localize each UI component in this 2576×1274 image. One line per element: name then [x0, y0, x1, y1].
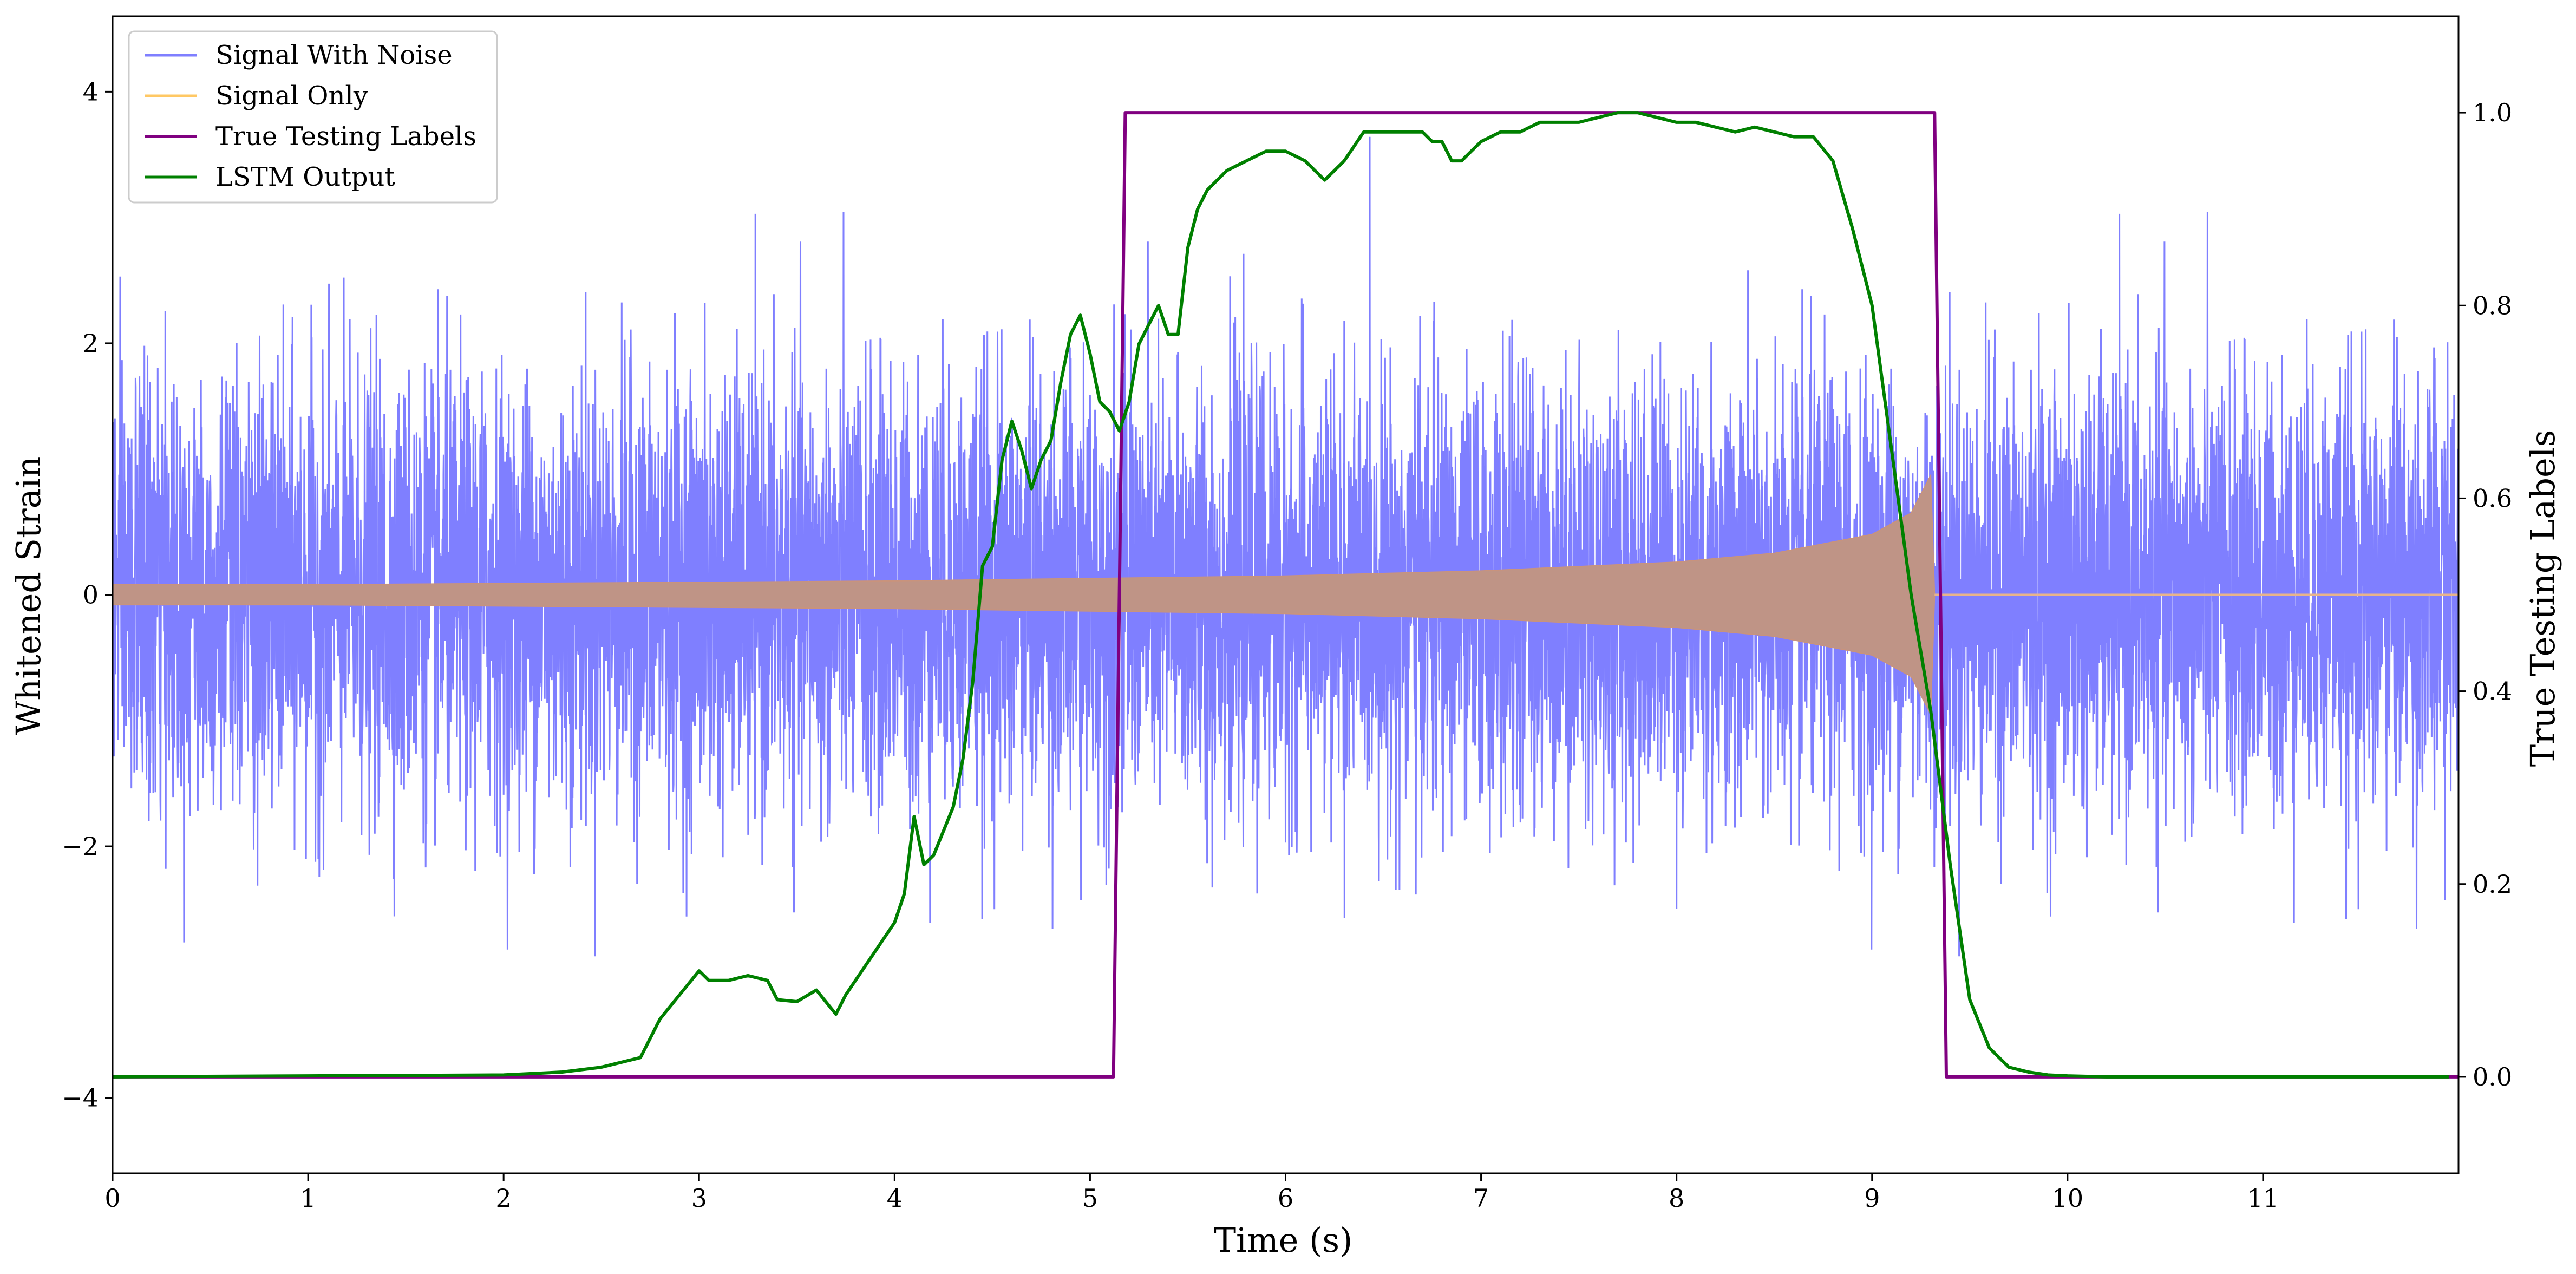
series-lstm-output: [113, 111, 2449, 1079]
legend-box: [128, 30, 498, 204]
x-tick-label: 8: [1669, 1184, 1684, 1213]
x-tick-label: 5: [1082, 1184, 1098, 1213]
legend-label-lstm-output: LSTM Output: [215, 162, 395, 192]
x-tick-label: 0: [104, 1184, 120, 1213]
y2-tick-label: 0.2: [2473, 870, 2512, 899]
x-tick-label: 11: [2247, 1184, 2279, 1213]
y-axis-title: Whitened Strain: [9, 456, 48, 735]
plot-area: [113, 111, 2459, 1079]
series-true-testing-labels: [113, 111, 2459, 1079]
series-signal-with-noise: [113, 136, 2459, 957]
x-tick-label: 4: [887, 1184, 903, 1213]
y2-tick-label: 0.4: [2473, 677, 2512, 706]
x-tick-label: 1: [300, 1184, 316, 1213]
x-axis-title: Time (s): [1214, 1220, 1353, 1260]
x-axis: 0 1 2 3 4 5 6 7 8 9 10 11: [104, 1173, 2279, 1213]
y-axis-left: −4 −2 0 2 4: [62, 77, 113, 1113]
y-tick-label: −4: [62, 1083, 99, 1113]
x-tick-label: 6: [1278, 1184, 1293, 1213]
x-tick-label: 2: [496, 1184, 512, 1213]
y-axis-right: 0.0 0.2 0.4 0.6 0.8 1.0: [2459, 98, 2512, 1092]
legend-label-true-testing-labels: True Testing Labels: [215, 121, 476, 152]
x-tick-label: 10: [2052, 1184, 2084, 1213]
y-tick-label: 0: [83, 580, 99, 610]
y2-tick-label: 0.0: [2473, 1062, 2512, 1092]
y-tick-label: 2: [83, 329, 99, 358]
x-tick-label: 3: [691, 1184, 707, 1213]
y2-tick-label: 0.8: [2473, 291, 2512, 320]
x-tick-label: 9: [1864, 1184, 1880, 1213]
y2-tick-label: 1.0: [2473, 98, 2512, 127]
legend-label-signal-with-noise: Signal With Noise: [215, 40, 453, 70]
y-tick-label: 4: [83, 77, 99, 106]
legend: Signal With Noise Signal Only True Testi…: [128, 30, 498, 204]
y-tick-label: −2: [62, 832, 99, 861]
x-tick-label: 7: [1473, 1184, 1489, 1213]
series-signal-only-envelope: [113, 473, 1936, 717]
y2-tick-label: 0.6: [2473, 484, 2512, 513]
y2-axis-title: True Testing Labels: [2523, 430, 2562, 767]
legend-label-signal-only: Signal Only: [215, 81, 368, 111]
